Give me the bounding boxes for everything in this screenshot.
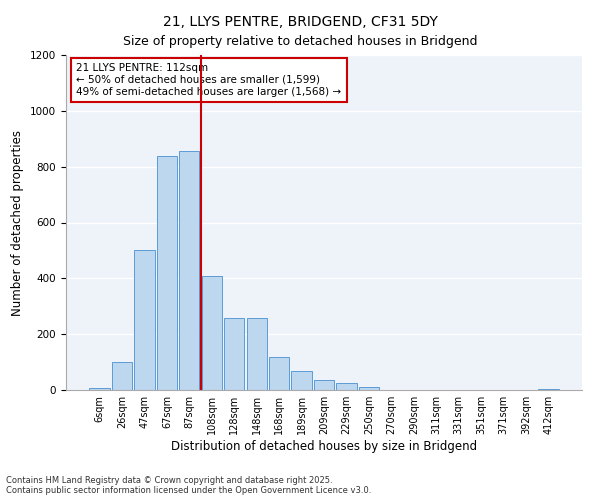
Bar (157, 156, 177, 390)
Bar (269, 356, 289, 390)
Bar (112, 362, 132, 390)
Bar (359, 386, 379, 390)
Bar (89, 388, 110, 390)
Bar (179, 152, 199, 390)
Bar (202, 276, 222, 390)
Text: Contains HM Land Registry data © Crown copyright and database right 2025.
Contai: Contains HM Land Registry data © Crown c… (6, 476, 371, 495)
Bar (224, 318, 244, 390)
Bar (134, 250, 155, 390)
Text: 21, LLYS PENTRE, BRIDGEND, CF31 5DY: 21, LLYS PENTRE, BRIDGEND, CF31 5DY (163, 15, 437, 29)
Bar (337, 383, 356, 390)
Text: 21 LLYS PENTRE: 112sqm
← 50% of detached houses are smaller (1,599)
49% of semi-: 21 LLYS PENTRE: 112sqm ← 50% of detached… (76, 64, 341, 96)
Y-axis label: Number of detached properties: Number of detached properties (11, 130, 25, 316)
Bar (314, 380, 334, 390)
Bar (247, 318, 267, 390)
Bar (292, 371, 311, 390)
X-axis label: Distribution of detached houses by size in Bridgend: Distribution of detached houses by size … (171, 440, 477, 453)
Bar (538, 389, 559, 390)
Text: Size of property relative to detached houses in Bridgend: Size of property relative to detached ho… (123, 35, 477, 48)
